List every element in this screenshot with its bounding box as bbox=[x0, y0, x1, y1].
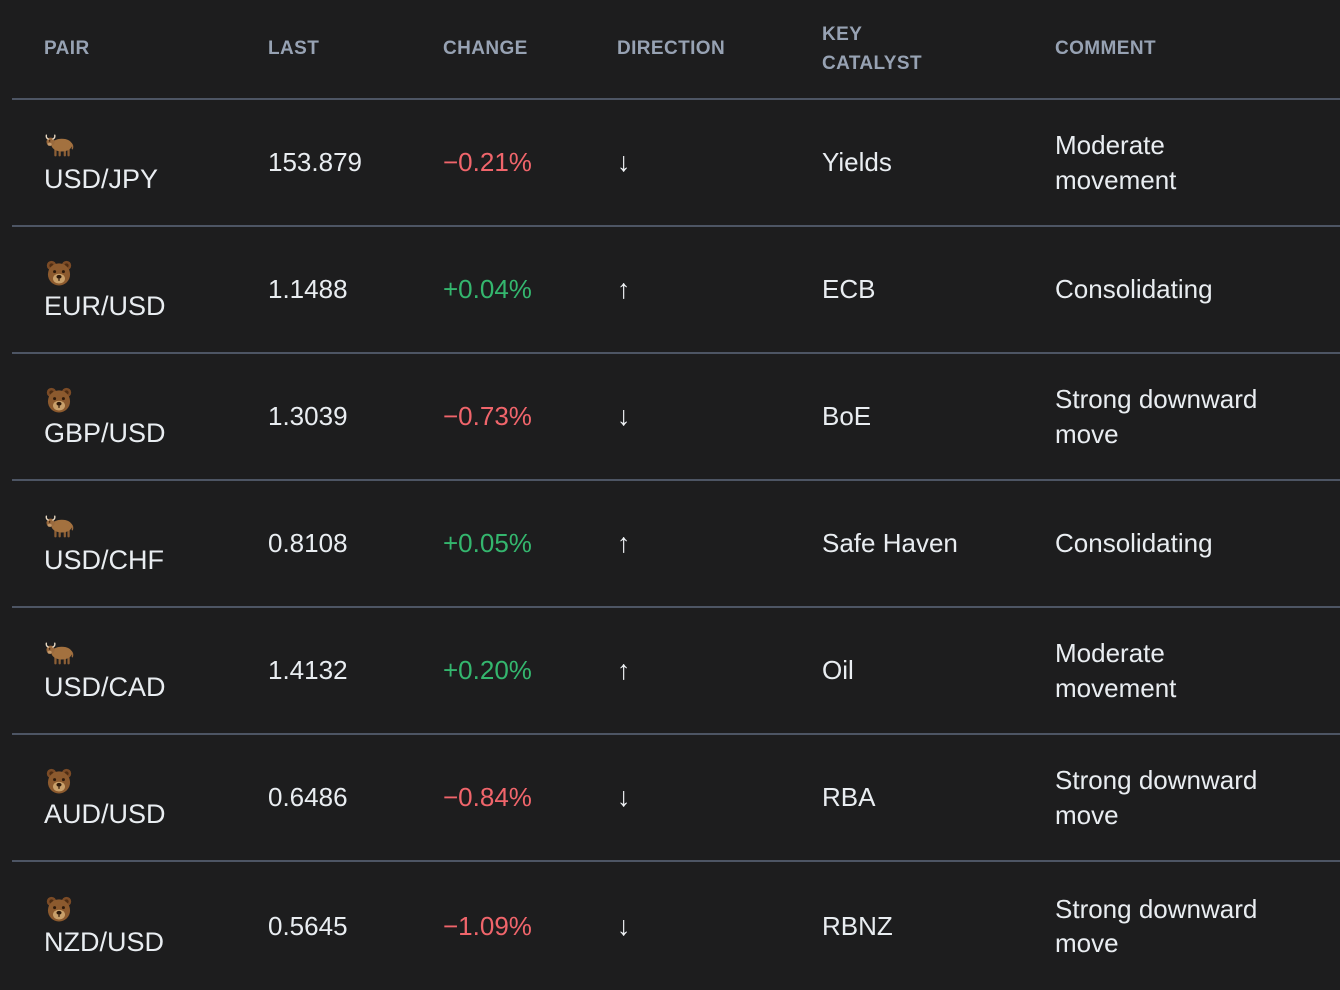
table-row-audusd: AUD/USD 0.6486 −0.84% ↓ RBA Strong downw… bbox=[12, 735, 1340, 862]
bear-icon bbox=[44, 385, 74, 415]
table-row-usdchf: USD/CHF 0.8108 +0.05% ↑ Safe Haven Conso… bbox=[12, 481, 1340, 608]
pair-label: USD/JPY bbox=[44, 163, 159, 194]
table-row-eurusd: EUR/USD 1.1488 +0.04% ↑ ECB Consolidatin… bbox=[12, 227, 1340, 354]
pair-label: EUR/USD bbox=[44, 290, 166, 321]
key-catalyst: Oil bbox=[822, 655, 854, 685]
column-header-key-catalyst: KEY CATALYST bbox=[822, 23, 922, 74]
bear-icon bbox=[44, 894, 74, 924]
comment: Strong downward move bbox=[1055, 893, 1258, 958]
last-price: 0.5645 bbox=[268, 910, 348, 941]
bear-icon bbox=[44, 766, 74, 796]
pair-cell: AUD/USD bbox=[44, 766, 268, 830]
key-catalyst: RBA bbox=[822, 782, 876, 812]
table-row-gbpusd: GBP/USD 1.3039 −0.73% ↓ BoE Strong downw… bbox=[12, 354, 1340, 481]
pair-cell: GBP/USD bbox=[44, 385, 268, 449]
bear-icon bbox=[44, 258, 74, 288]
column-header-comment: COMMENT bbox=[1055, 38, 1156, 60]
pair-label: USD/CAD bbox=[44, 671, 166, 702]
change-percent: −0.73% bbox=[443, 401, 532, 431]
column-header-last: LAST bbox=[268, 38, 320, 60]
pair-cell: EUR/USD bbox=[44, 258, 268, 322]
last-price: 1.4132 bbox=[268, 655, 348, 685]
key-catalyst: ECB bbox=[822, 274, 876, 304]
direction-arrow: ↓ bbox=[617, 910, 631, 941]
pair-label: NZD/USD bbox=[44, 927, 164, 957]
change-percent: −1.09% bbox=[443, 910, 532, 941]
change-percent: +0.20% bbox=[443, 655, 532, 685]
fx-pairs-table: PAIR LAST CHANGE DIRECTION KEY CATALYST … bbox=[12, 0, 1340, 990]
pair-label: AUD/USD bbox=[44, 798, 166, 829]
direction-arrow: ↓ bbox=[617, 147, 631, 177]
key-catalyst: BoE bbox=[822, 401, 872, 431]
pair-cell: NZD/USD bbox=[44, 894, 268, 958]
direction-arrow: ↓ bbox=[617, 401, 631, 431]
pair-label: GBP/USD bbox=[44, 417, 166, 448]
last-price: 1.3039 bbox=[268, 401, 348, 431]
last-price: 153.879 bbox=[268, 147, 362, 177]
column-header-pair: PAIR bbox=[44, 38, 90, 60]
direction-arrow: ↓ bbox=[617, 782, 631, 812]
last-price: 1.1488 bbox=[268, 274, 348, 304]
comment: Strong downward move bbox=[1055, 765, 1258, 830]
key-catalyst: Yields bbox=[822, 147, 892, 177]
comment: Strong downward move bbox=[1055, 384, 1258, 449]
direction-arrow: ↑ bbox=[617, 528, 631, 558]
comment: Moderate movement bbox=[1055, 638, 1177, 703]
change-percent: −0.21% bbox=[443, 147, 532, 177]
bull-icon bbox=[44, 512, 74, 542]
pair-cell: USD/JPY bbox=[44, 131, 268, 195]
last-price: 0.8108 bbox=[268, 528, 348, 558]
comment: Consolidating bbox=[1055, 274, 1213, 305]
bull-icon bbox=[44, 639, 74, 669]
direction-arrow: ↑ bbox=[617, 274, 631, 304]
comment: Consolidating bbox=[1055, 528, 1213, 559]
change-percent: +0.04% bbox=[443, 274, 532, 304]
key-catalyst: RBNZ bbox=[822, 910, 893, 941]
column-header-direction: DIRECTION bbox=[617, 38, 726, 60]
comment: Moderate movement bbox=[1055, 130, 1177, 195]
table-header: PAIR LAST CHANGE DIRECTION KEY CATALYST … bbox=[12, 0, 1340, 100]
column-header-change: CHANGE bbox=[443, 38, 528, 60]
pair-label: USD/CHF bbox=[44, 544, 164, 575]
change-percent: −0.84% bbox=[443, 782, 532, 812]
table-row-usdcad: USD/CAD 1.4132 +0.20% ↑ Oil Moderate mov… bbox=[12, 608, 1340, 735]
last-price: 0.6486 bbox=[268, 782, 348, 812]
table-row-nzdusd: NZD/USD 0.5645 −1.09% ↓ RBNZ Strong down… bbox=[12, 862, 1340, 990]
bull-icon bbox=[44, 131, 74, 161]
direction-arrow: ↑ bbox=[617, 655, 631, 685]
pair-cell: USD/CAD bbox=[44, 639, 268, 703]
key-catalyst: Safe Haven bbox=[822, 528, 958, 558]
table-row-usdjpy: USD/JPY 153.879 −0.21% ↓ Yields Moderate… bbox=[12, 100, 1340, 227]
change-percent: +0.05% bbox=[443, 528, 532, 558]
pair-cell: USD/CHF bbox=[44, 512, 268, 576]
